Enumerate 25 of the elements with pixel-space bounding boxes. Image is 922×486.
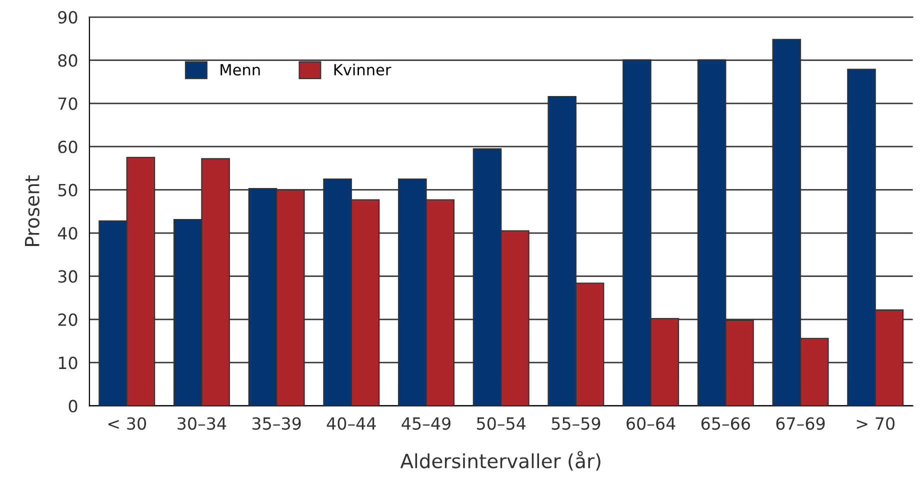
x-axis-title: Aldersintervaller (år) <box>400 451 600 471</box>
y-tick-label: 0 <box>68 400 78 412</box>
x-tick-label: 60–64 <box>626 417 676 430</box>
y-tick-label: 60 <box>58 140 78 154</box>
x-tick-label: 30–34 <box>178 417 226 430</box>
y-tick-label: 70 <box>58 97 78 110</box>
x-tick-label: 67–69 <box>776 417 825 430</box>
x-tick-label: > 70 <box>856 417 894 430</box>
y-tick-label: 80 <box>58 54 78 67</box>
legend-label: Menn <box>220 64 260 76</box>
x-tick-label: 45–49 <box>402 417 450 430</box>
y-tick-label: 40 <box>58 226 78 240</box>
x-tick-label: 35–39 <box>252 417 301 430</box>
x-tick-label: 65–66 <box>701 417 750 430</box>
y-tick-label: 50 <box>58 184 78 196</box>
y-axis-title: Prosent <box>25 175 40 246</box>
x-tick-label: < 30 <box>108 417 146 430</box>
y-tick-label: 20 <box>58 313 78 326</box>
y-tick-label: 90 <box>58 10 78 24</box>
legend-label: Kvinner <box>334 64 392 76</box>
x-tick-label: 40–44 <box>326 417 376 430</box>
y-tick-label: 30 <box>58 270 78 283</box>
x-tick-label: 55–59 <box>552 417 600 430</box>
x-tick-label: 50–54 <box>477 417 526 430</box>
y-tick-label: 10 <box>58 356 78 370</box>
